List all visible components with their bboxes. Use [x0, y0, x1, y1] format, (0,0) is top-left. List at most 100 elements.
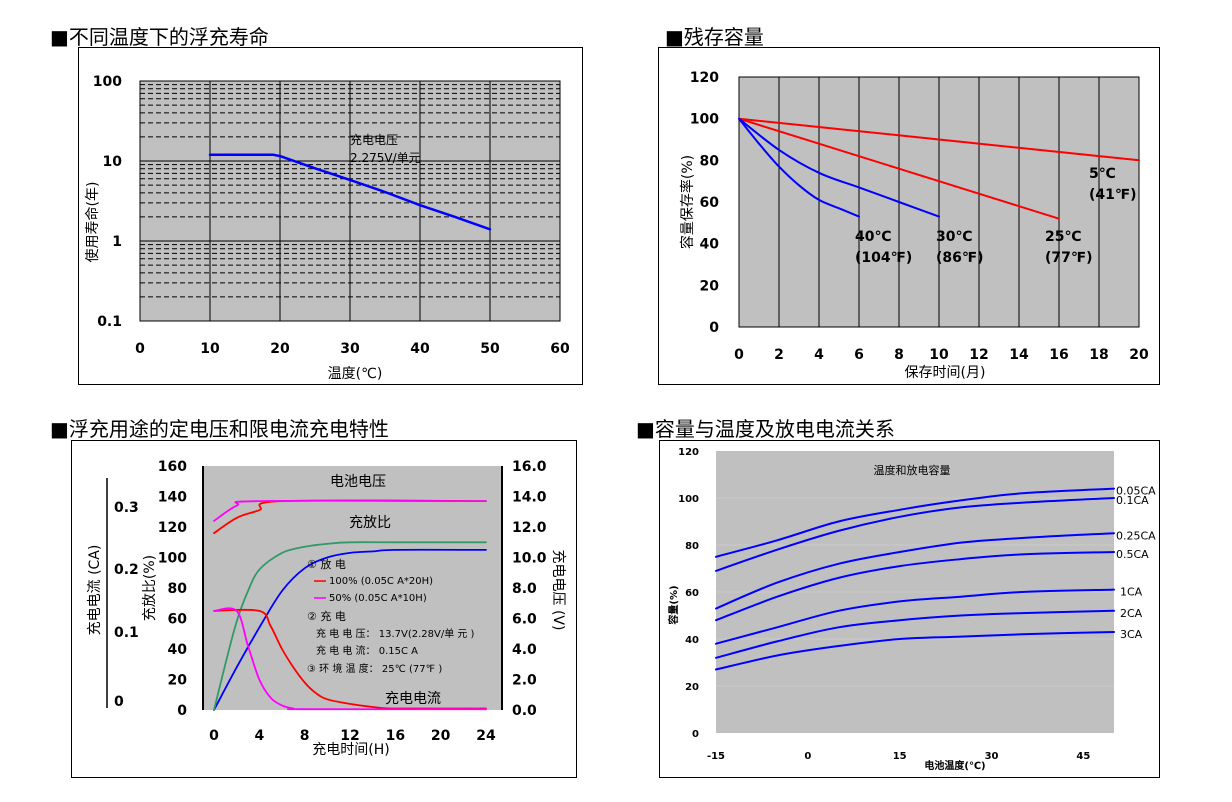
residual-capacity-x-tick-label: 0 [734, 347, 744, 363]
charge-series-current_100 [213, 608, 487, 710]
residual-capacity-y-tick-label: 120 [690, 70, 719, 86]
residual-capacity-x-tick-label: 16 [1049, 347, 1068, 363]
capacity-temp-y-tick-label: 20 [685, 682, 699, 693]
charge-legend-charge-voltage: 充 电 电 压： 13.7V(2.28V/单 元 ) [316, 627, 475, 640]
capacity-temp-series-line [715, 631, 1115, 671]
capacity-temp-series-label: 1CA [1120, 586, 1143, 599]
capacity-temp-series-label: 3CA [1120, 628, 1143, 641]
residual-capacity-series-line [738, 117, 1140, 162]
capacity-temp-y-tick-label: 100 [678, 494, 699, 505]
capacity-temp-x-tick-label: -15 [707, 751, 725, 762]
float-life-x-tick-label: 60 [550, 341, 570, 357]
charge-y2-tick-label: 12.0 [512, 520, 547, 536]
float-life-x-tick-label: 20 [270, 341, 290, 357]
capacity-temp-series-line [715, 487, 1115, 558]
float-life-y-tick-label: 1 [112, 234, 122, 250]
capacity-temperature-title: ■容量与温度及放电电流关系 [636, 417, 895, 441]
charge-y2-tick-label: 0.0 [512, 703, 537, 719]
charge-legend-charge-current: 充 电 电 流： 0.15C A [316, 644, 418, 657]
capacity-temp-series-line [715, 609, 1115, 659]
charge-y-tick-label: 40 [168, 642, 188, 658]
float-life-title: ■不同温度下的浮充寿命 [50, 25, 269, 49]
residual-capacity-series-label: 30℃ [936, 229, 972, 245]
capacity-temp-x-tick-label: 0 [804, 751, 811, 762]
residual-capacity-x-tick-label: 18 [1089, 347, 1108, 363]
residual-capacity-x-tick-label: 20 [1129, 347, 1149, 363]
charge-current-curve-label: 充电电流 [385, 691, 441, 707]
float-life-y-tick-label: 100 [93, 74, 122, 90]
charge-y2-tick-label: 8.0 [512, 581, 537, 597]
charge-y2-tick-label: 14.0 [512, 490, 547, 506]
float-life-y-tick-label: 0.1 [97, 314, 122, 330]
residual-capacity-y-tick-label: 60 [700, 195, 720, 211]
charge-y2-tick-label: 6.0 [512, 612, 537, 628]
charge-legend-discharge-title: ① 放 电 [307, 557, 346, 571]
charge-y-tick-label: 80 [168, 581, 188, 597]
charge-current-axis-label: 充电电流 (CA) [87, 545, 103, 636]
capacity-temp-series-line [715, 497, 1115, 572]
residual-capacity-series-label: (41℉) [1089, 187, 1137, 203]
residual-capacity-series-line [738, 117, 860, 218]
charge-series-ratio_50 [213, 541, 487, 711]
charge-y2-tick-label: 4.0 [512, 642, 537, 658]
charge-y2-tick-label: 2.0 [512, 673, 537, 689]
charge-series-ratio_100 [213, 548, 487, 711]
charge-current-tick-label: 0.3 [114, 500, 139, 516]
charge-current-tick-label: 0.2 [114, 562, 139, 578]
charge-series-current_50 [213, 607, 487, 711]
charge-voltage-axis-label: 充电电压 (V) [550, 550, 566, 631]
float-life-y-tick-label: 10 [103, 154, 123, 170]
charge-legend-charge-title: ② 充 电 [307, 609, 346, 623]
capacity-temp-series-line [715, 551, 1115, 622]
capacity-temp-series-label: 0.25CA [1116, 529, 1156, 542]
capacity-temp-y-axis-label: 容量(%) [667, 585, 680, 625]
charge-series-voltage_50 [213, 499, 487, 522]
charge-x-tick-label: 12 [340, 728, 359, 744]
residual-capacity-x-tick-label: 10 [929, 347, 949, 363]
capacity-temp-x-tick-label: 45 [1076, 751, 1090, 762]
residual-capacity-x-tick-label: 4 [814, 347, 824, 363]
capacity-temp-y-tick-label: 80 [685, 541, 699, 552]
capacity-temp-y-tick-label: 60 [685, 588, 699, 599]
charge-current-tick-label: 0.1 [114, 625, 139, 641]
charge-ratio-axis-label: 充放比(%) [142, 555, 158, 621]
charge-y-tick-label: 0 [177, 703, 187, 719]
capacity-temp-y-tick-label: 40 [685, 635, 699, 646]
residual-capacity-series-label: (104℉) [855, 250, 912, 266]
charge-x-tick-label: 20 [431, 728, 451, 744]
capacity-temp-series-label: 0.05CA [1116, 485, 1156, 498]
charge-current-tick-label: 0 [114, 694, 124, 710]
residual-capacity-series-label: (77℉) [1045, 250, 1093, 266]
capacity-temp-series-label: 2CA [1120, 607, 1143, 620]
float-life-x-axis-label: 温度(℃) [328, 366, 383, 382]
capacity-temp-series-label: 0.1CA [1116, 494, 1149, 507]
residual-capacity-series-line [738, 117, 940, 218]
capacity-temp-series-label: 0.5CA [1116, 548, 1149, 561]
residual-capacity-y-axis-label: 容量保存率(%) [679, 155, 696, 249]
capacity-temp-series-line [715, 588, 1115, 645]
capacity-temp-x-tick-label: 15 [893, 751, 907, 762]
residual-capacity-x-tick-label: 8 [894, 347, 904, 363]
residual-capacity-series-label: 40℃ [855, 229, 891, 245]
charge-y-tick-label: 60 [168, 612, 188, 628]
float-life-series-line [208, 153, 492, 231]
residual-capacity-series-label: 25℃ [1045, 229, 1081, 245]
charge-plot-area [203, 466, 502, 710]
float-life-x-tick-label: 50 [480, 341, 500, 357]
residual-capacity-y-tick-label: 0 [709, 320, 719, 336]
residual-capacity-x-tick-label: 14 [1009, 347, 1029, 363]
residual-capacity-series-label: 5℃ [1089, 166, 1116, 182]
charge-legend-100: 100% (0.05C A*20H) [329, 576, 433, 587]
float-life-annotation-line2: 2.275V/单元 [350, 151, 421, 165]
charge-y-tick-label: 120 [158, 520, 187, 536]
float-life-x-tick-label: 30 [340, 341, 360, 357]
residual-capacity-x-tick-label: 6 [854, 347, 864, 363]
float-life-x-tick-label: 10 [200, 341, 220, 357]
charge-y2-tick-label: 16.0 [512, 459, 547, 475]
residual-capacity-series-label: (86℉) [936, 250, 984, 266]
capacity-temp-x-axis-label: 电池温度(℃) [924, 759, 985, 772]
residual-capacity-title: ■残存容量 [665, 25, 764, 49]
capacity-temp-x-tick-label: 30 [985, 751, 999, 762]
charge-x-tick-label: 0 [209, 728, 219, 744]
